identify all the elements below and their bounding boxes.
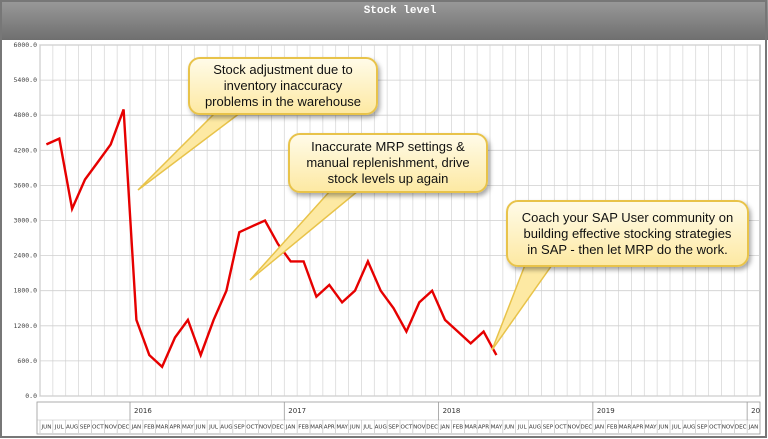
x-tick-label: DEC (272, 425, 284, 431)
x-tick-label: MAY (645, 425, 657, 431)
x-tick-label: FEB (453, 425, 464, 431)
x-tick-label: JUN (503, 425, 514, 431)
year-label: 2019 (597, 407, 615, 415)
x-tick-label: AUG (683, 425, 695, 431)
x-tick-label: APR (324, 425, 335, 431)
x-tick-label: MAY (182, 425, 194, 431)
year-label: 2017 (288, 407, 306, 415)
y-tick-label: 4800.0 (14, 111, 38, 119)
x-tick-label: NOV (567, 425, 579, 431)
y-tick-label: 1200.0 (14, 322, 38, 330)
x-tick-label: OCT (709, 425, 721, 431)
y-tick-label: 5400.0 (14, 76, 38, 84)
x-tick-label: MAY (491, 425, 503, 431)
x-tick-label: APR (478, 425, 489, 431)
x-tick-label: JUL (671, 425, 682, 431)
x-tick-label: AUG (220, 425, 232, 431)
x-tick-label: OCT (92, 425, 104, 431)
year-label: 2016 (134, 407, 152, 415)
title-bar (0, 0, 768, 40)
x-tick-label: FEB (298, 425, 309, 431)
x-tick-label: JUL (54, 425, 65, 431)
x-tick-label: AUG (529, 425, 541, 431)
x-tick-label: JAN (748, 425, 759, 431)
x-tick-label: MAR (619, 425, 632, 431)
x-tick-label: AUG (66, 425, 78, 431)
y-tick-label: 3600.0 (14, 181, 38, 189)
x-tick-label: SEP (543, 425, 554, 431)
x-tick-label: NOV (722, 425, 734, 431)
x-tick-label: FEB (607, 425, 618, 431)
x-tick-label: FEB (144, 425, 155, 431)
x-tick-label: JUN (658, 425, 669, 431)
y-tick-label: 3000.0 (14, 217, 38, 225)
y-tick-label: 600.0 (17, 357, 37, 365)
x-tick-label: JUL (208, 425, 219, 431)
x-axis-band (36, 401, 761, 435)
year-label: 20 (751, 407, 760, 415)
chart-title: Stock level (364, 5, 437, 17)
callout: Inaccurate MRP settings & manual repleni… (288, 133, 488, 193)
x-tick-label: SEP (388, 425, 399, 431)
y-tick-label: 2400.0 (14, 252, 38, 260)
x-tick-label: JUN (195, 425, 206, 431)
x-tick-label: DEC (426, 425, 438, 431)
x-tick-label: JAN (131, 425, 142, 431)
y-tick-label: 6000.0 (14, 41, 38, 49)
x-tick-label: SEP (697, 425, 708, 431)
x-tick-label: OCT (555, 425, 567, 431)
x-tick-label: DEC (118, 425, 130, 431)
y-tick-label: 1800.0 (14, 287, 38, 295)
x-tick-label: NOV (259, 425, 271, 431)
callout: Coach your SAP User community on buildin… (506, 200, 749, 267)
x-tick-label: NOV (105, 425, 117, 431)
x-tick-label: JUL (517, 425, 528, 431)
x-tick-label: SEP (80, 425, 91, 431)
x-tick-label: MAR (310, 425, 323, 431)
x-tick-label: JUN (349, 425, 360, 431)
year-label: 2018 (443, 407, 461, 415)
x-tick-label: SEP (234, 425, 245, 431)
x-tick-label: NOV (413, 425, 425, 431)
callout: Stock adjustment due to inventory inaccu… (188, 57, 378, 115)
x-tick-label: MAY (336, 425, 348, 431)
x-tick-label: APR (169, 425, 180, 431)
x-tick-label: MAR (156, 425, 169, 431)
x-tick-label: DEC (735, 425, 747, 431)
x-tick-label: JAN (285, 425, 296, 431)
y-tick-label: 0.0 (25, 392, 37, 400)
x-tick-label: JUN (40, 425, 51, 431)
x-tick-label: AUG (375, 425, 387, 431)
x-tick-label: OCT (246, 425, 258, 431)
data-line (45, 108, 498, 369)
x-tick-label: OCT (401, 425, 413, 431)
x-tick-label: JUL (362, 425, 373, 431)
x-tick-label: JAN (594, 425, 605, 431)
x-tick-label: JAN (439, 425, 450, 431)
y-tick-label: 4200.0 (14, 146, 38, 154)
x-tick-label: APR (632, 425, 643, 431)
x-tick-label: MAR (464, 425, 477, 431)
x-tick-label: DEC (581, 425, 593, 431)
